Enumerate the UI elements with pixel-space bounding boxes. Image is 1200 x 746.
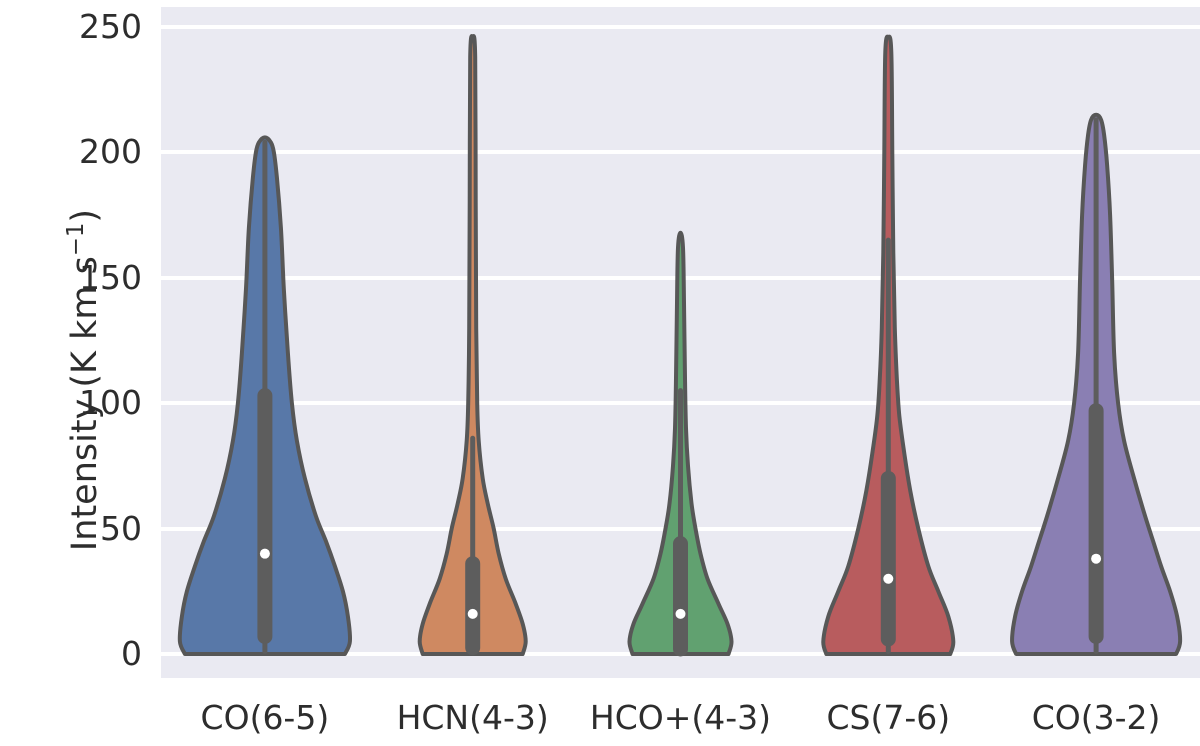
x-tick-label-hco-4-3: HCO+(4-3) (589, 698, 772, 737)
x-tick-label-co-6-5: CO(6-5) (200, 698, 330, 737)
y-tick-label-0: 0 (121, 634, 142, 673)
median-dot-co-3-2 (1091, 553, 1102, 564)
y-tick-label-150: 150 (79, 257, 142, 297)
median-dot-cs-7-6 (883, 573, 894, 584)
median-dot-co-6-5 (259, 548, 270, 559)
x-tick-label-co-3-2: CO(3-2) (1031, 698, 1161, 737)
gridline-y-200 (161, 150, 1200, 155)
x-tick-label-cs-7-6: CS(7-6) (826, 698, 951, 737)
violin-hcn-4-3 (417, 34, 528, 656)
y-tick-label-100: 100 (79, 383, 142, 423)
median-dot-hco-4-3 (675, 608, 686, 619)
y-tick-label-200: 200 (79, 132, 142, 172)
x-tick-label-hcn-4-3: HCN(4-3) (396, 698, 549, 737)
y-tick-label-250: 250 (79, 7, 142, 46)
y-tick-label-50: 50 (100, 508, 142, 548)
plot-area (161, 7, 1200, 678)
y-axis-label-superscript: −1 (63, 222, 90, 257)
violins-layer (177, 34, 1183, 657)
y-axis-label-suffix: ) (64, 208, 105, 223)
median-dot-hcn-4-3 (467, 608, 478, 619)
gridline-y-250 (161, 25, 1200, 29)
